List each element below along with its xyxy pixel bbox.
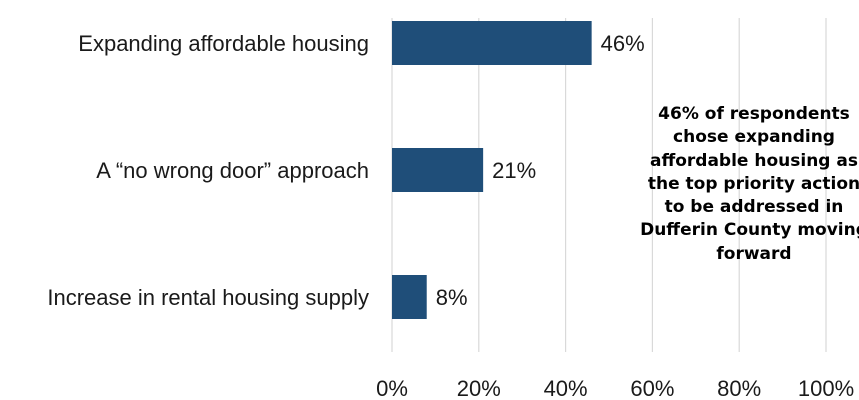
- chart-annotation: 46% of respondents chose expanding affor…: [640, 104, 859, 264]
- bar: [392, 275, 427, 319]
- category-label: Increase in rental housing supply: [47, 285, 369, 310]
- x-tick-label: 80%: [717, 376, 761, 400]
- category-label: Expanding affordable housing: [78, 31, 369, 56]
- value-label: 46%: [601, 31, 645, 56]
- value-labels: 46% 21% 8%: [436, 31, 645, 310]
- category-label: A “no wrong door” approach: [96, 158, 369, 183]
- x-axis-tick-labels: 0% 20% 40% 60% 80% 100%: [376, 376, 854, 400]
- bars: [392, 21, 592, 319]
- x-tick-label: 20%: [457, 376, 501, 400]
- x-tick-label: 100%: [798, 376, 854, 400]
- bar: [392, 148, 484, 192]
- bar: [392, 21, 592, 65]
- x-tick-label: 60%: [630, 376, 674, 400]
- value-label: 8%: [436, 285, 468, 310]
- x-tick-label: 0%: [376, 376, 408, 400]
- value-label: 21%: [492, 158, 536, 183]
- category-labels: Expanding affordable housing A “no wrong …: [47, 31, 369, 310]
- x-tick-label: 40%: [544, 376, 588, 400]
